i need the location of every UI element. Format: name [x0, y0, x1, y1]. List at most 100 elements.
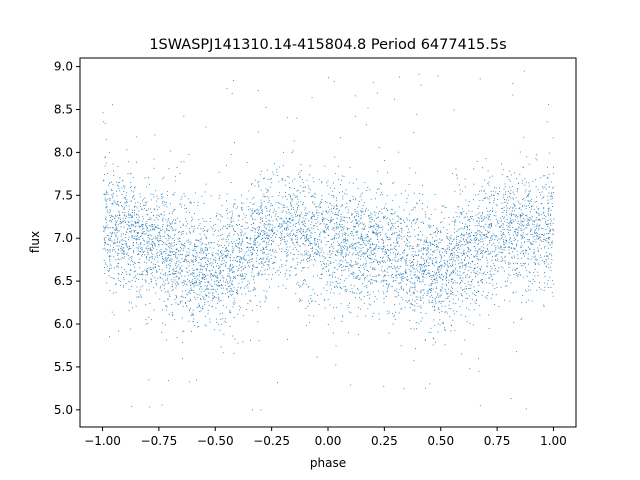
data-point — [168, 282, 170, 284]
data-point — [336, 214, 338, 216]
data-point — [464, 288, 466, 290]
data-point — [134, 221, 135, 223]
data-point — [550, 181, 552, 183]
data-point — [321, 273, 323, 275]
data-point — [470, 241, 472, 243]
data-point — [214, 281, 216, 283]
data-point — [376, 280, 378, 282]
data-point — [147, 245, 149, 247]
data-point — [355, 242, 357, 244]
data-point — [549, 230, 551, 232]
data-point — [304, 236, 306, 238]
data-point — [296, 117, 298, 119]
data-point — [469, 234, 471, 236]
data-point — [269, 249, 271, 251]
data-point — [184, 259, 186, 261]
data-point — [479, 200, 481, 202]
data-point — [355, 199, 357, 201]
data-point — [476, 253, 478, 255]
data-point — [135, 225, 137, 227]
data-point — [350, 264, 351, 266]
data-point — [527, 220, 529, 222]
data-point — [394, 232, 396, 234]
data-point — [102, 248, 104, 250]
data-point — [268, 235, 270, 237]
data-point — [102, 112, 104, 114]
data-point — [154, 243, 156, 245]
data-point — [152, 254, 154, 255]
data-point — [547, 214, 549, 216]
data-point — [405, 271, 407, 273]
data-point — [239, 257, 241, 259]
data-point — [161, 198, 163, 200]
data-point — [351, 246, 353, 247]
data-point — [120, 219, 121, 221]
data-point — [389, 249, 391, 251]
data-point — [404, 190, 406, 192]
data-point — [489, 219, 491, 221]
data-point — [427, 272, 429, 274]
data-point — [511, 221, 513, 223]
data-point — [471, 281, 472, 283]
data-point — [480, 241, 482, 243]
data-point — [191, 283, 193, 285]
data-point — [525, 408, 527, 410]
data-point — [220, 244, 222, 246]
data-point — [506, 240, 507, 242]
data-point — [537, 262, 539, 264]
data-point — [203, 276, 205, 278]
data-point — [305, 207, 307, 209]
data-point — [543, 214, 545, 216]
data-point — [147, 234, 149, 236]
data-point — [141, 225, 143, 227]
data-point — [320, 241, 322, 243]
data-point — [291, 238, 293, 240]
data-point — [447, 233, 449, 234]
data-point — [328, 220, 330, 221]
data-point — [150, 224, 152, 226]
data-point — [360, 222, 362, 224]
data-point — [391, 233, 393, 235]
data-point — [372, 315, 374, 317]
data-point — [176, 297, 178, 299]
data-point — [205, 325, 207, 327]
data-point — [525, 250, 527, 252]
data-point — [250, 224, 252, 225]
data-point — [155, 282, 157, 284]
data-point — [221, 285, 223, 287]
data-point — [196, 252, 198, 253]
data-point — [376, 224, 378, 226]
data-point — [416, 328, 417, 330]
data-point — [120, 221, 122, 223]
data-point — [410, 235, 412, 237]
data-point — [124, 256, 126, 258]
data-point — [431, 306, 433, 308]
data-point — [119, 222, 121, 224]
data-point — [142, 271, 144, 272]
data-point — [168, 235, 169, 236]
data-point — [286, 233, 288, 235]
data-point — [115, 216, 117, 218]
data-point — [302, 190, 304, 192]
data-point — [188, 320, 190, 322]
data-point — [480, 218, 482, 220]
data-point — [405, 300, 407, 302]
data-point — [144, 233, 146, 235]
data-point — [196, 253, 198, 255]
data-point — [427, 244, 429, 246]
data-point — [286, 260, 288, 262]
data-point — [361, 228, 363, 230]
data-point — [316, 209, 318, 211]
data-point — [451, 280, 453, 282]
data-point — [294, 247, 296, 249]
data-point — [421, 273, 423, 275]
data-point — [276, 171, 278, 173]
data-point — [261, 274, 263, 276]
data-point — [449, 274, 451, 276]
data-point — [152, 275, 154, 277]
data-point — [263, 249, 265, 251]
data-point — [170, 255, 172, 257]
data-point — [162, 236, 164, 237]
data-point — [422, 253, 424, 255]
data-point — [506, 285, 508, 287]
